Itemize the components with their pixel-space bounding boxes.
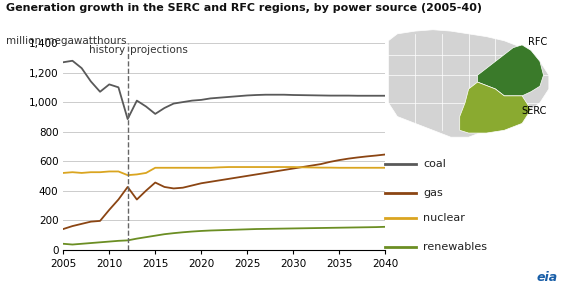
Polygon shape bbox=[477, 45, 543, 96]
Text: history: history bbox=[89, 45, 125, 55]
Text: RFC: RFC bbox=[528, 37, 547, 46]
Text: gas: gas bbox=[423, 188, 443, 198]
Text: projections: projections bbox=[131, 45, 188, 55]
Text: renewables: renewables bbox=[423, 242, 487, 252]
Text: million megawatthours: million megawatthours bbox=[6, 36, 126, 46]
Text: coal: coal bbox=[423, 159, 446, 169]
Text: nuclear: nuclear bbox=[423, 213, 465, 223]
Polygon shape bbox=[460, 82, 531, 133]
Polygon shape bbox=[389, 30, 549, 137]
Text: SERC: SERC bbox=[522, 106, 547, 115]
Text: Generation growth in the SERC and RFC regions, by power source (2005-40): Generation growth in the SERC and RFC re… bbox=[6, 3, 482, 13]
Text: eia: eia bbox=[536, 271, 558, 284]
